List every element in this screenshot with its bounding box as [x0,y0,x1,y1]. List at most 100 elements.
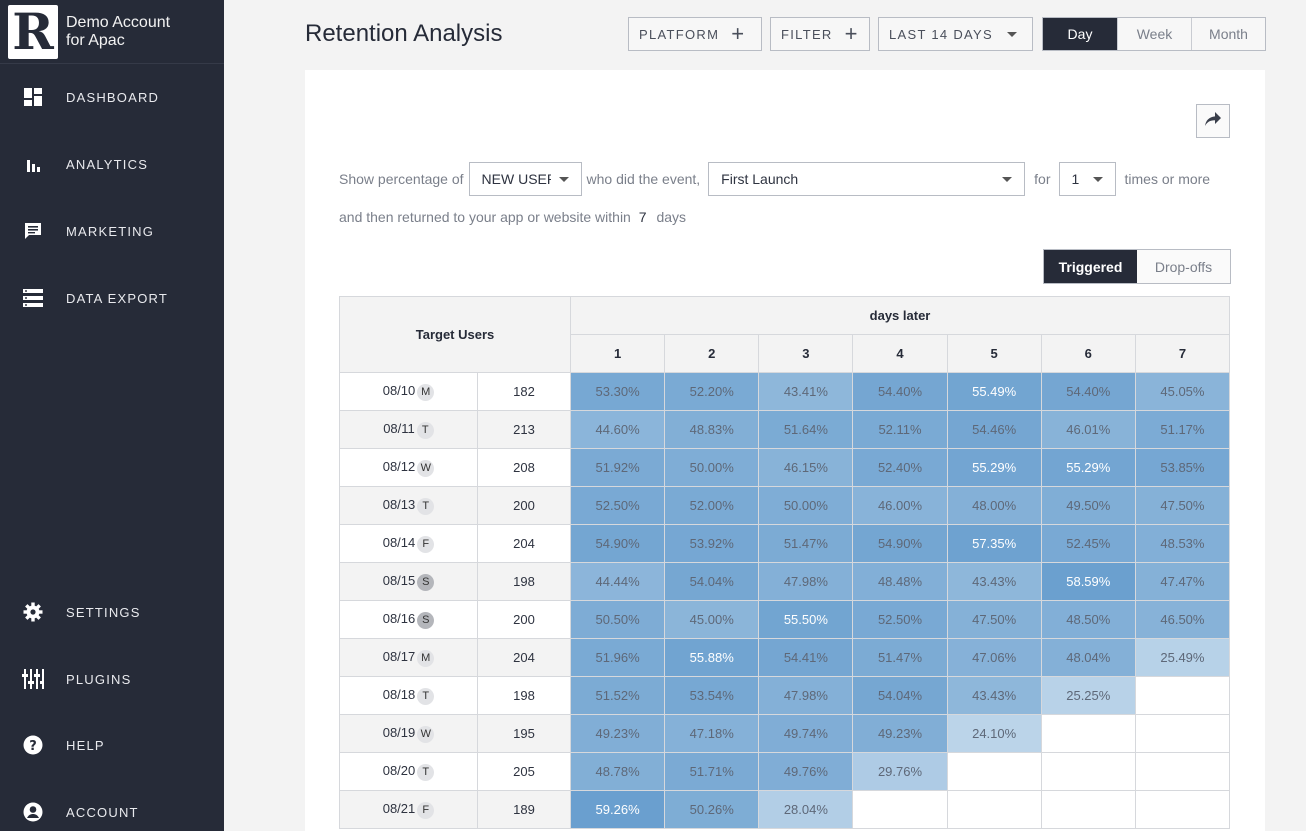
for-label: for [1034,171,1051,187]
database-icon [22,287,44,309]
sidebar-item-label: MARKETING [66,223,155,239]
cohort-user-count: 213 [476,410,572,449]
retention-cell: 43.43% [946,676,1042,715]
day-column-header: 4 [852,334,948,373]
retention-cell: 54.90% [570,524,666,563]
retention-cell: 48.04% [1040,638,1136,677]
cohort-user-count: 205 [476,752,572,791]
table-row: 08/19 W 195 49.23% 47.18% 49.74% 49.23% 24.10% [339,714,1231,753]
retention-cell: 54.04% [852,676,948,715]
share-button[interactable] [1196,104,1230,138]
empty-cell [1040,714,1136,753]
cohort-date: 08/14 [382,534,416,550]
plus-icon: + [731,21,746,46]
user-type-dropdown[interactable]: NEW USER [468,162,582,196]
retention-cell: 48.00% [946,486,1042,525]
cohort-user-count: 208 [476,448,572,487]
times-dropdown[interactable]: 1 [1058,162,1116,196]
days-value[interactable]: 7 [638,209,647,225]
retention-cell: 52.50% [852,600,948,639]
cohort-user-count: 200 [476,486,572,525]
filter-button[interactable]: FILTER + [770,17,870,51]
granularity-day[interactable]: Day [1043,18,1117,50]
cohort-date: 08/10 [382,382,416,398]
sidebar-item-data-export[interactable]: DATA EXPORT [0,278,224,318]
retention-cell: 44.44% [570,562,666,601]
sidebar-item-plugins[interactable]: PLUGINS [0,659,224,699]
granularity-week[interactable]: Week [1117,18,1191,50]
retention-cell: 46.01% [1040,410,1136,449]
dashboard-icon [22,86,44,108]
cohort-date: 08/11 [383,420,415,436]
cohort-date-cell: 08/15 S [339,562,478,601]
dropoffs-tab[interactable]: Drop-offs [1137,250,1230,283]
account-name-line2: for Apac [66,31,125,49]
granularity-month[interactable]: Month [1191,18,1265,50]
svg-text:?: ? [29,739,37,754]
weekday-badge: W [417,459,435,477]
retention-cell: 52.00% [664,486,760,525]
chevron-down-icon [558,176,569,182]
retention-cell: 53.85% [1134,448,1231,487]
retention-cell: 55.29% [946,448,1042,487]
query-row: Show percentage of NEW USER who did the … [339,162,1210,196]
retention-cell: 52.50% [570,486,666,525]
brand-logo: R [8,4,58,59]
sidebar-item-marketing[interactable]: MARKETING [0,211,224,251]
platform-button[interactable]: PLATFORM + [628,17,762,51]
cohort-date-cell: 08/10 M [339,372,478,411]
retention-cell: 54.40% [852,372,948,411]
date-range-dropdown[interactable]: LAST 14 DAYS [878,17,1033,51]
retention-cell: 55.88% [664,638,760,677]
sliders-icon [22,668,44,690]
event-dropdown[interactable]: First Launch [708,162,1026,196]
retention-cell: 43.43% [946,562,1042,601]
cohort-date: 08/20 [382,762,416,778]
sidebar-item-settings[interactable]: SETTINGS [0,592,224,632]
day-column-header: 3 [758,334,854,373]
weekday-badge: T [417,497,435,515]
sidebar-item-analytics[interactable]: ANALYTICS [0,144,224,184]
days-label: days [656,209,687,225]
cohort-user-count: 195 [476,714,572,753]
cohort-user-count: 204 [476,638,572,677]
retention-cell: 49.76% [758,752,854,791]
retention-cell: 44.60% [570,410,666,449]
weekday-badge: W [417,725,435,743]
chevron-down-icon [1002,176,1013,182]
table-row: 08/17 M 204 51.96% 55.88% 54.41% 51.47% 47.06% 4… [339,638,1231,677]
table-row: 08/12 W 208 51.92% 50.00% 46.15% 52.40% 55.29% 5… [339,448,1231,487]
sidebar-item-label: SETTINGS [66,604,141,620]
retention-cell: 55.50% [758,600,854,639]
cohort-user-count: 200 [476,600,572,639]
sidebar-item-account[interactable]: ACCOUNT [0,792,224,831]
weekday-badge: T [417,763,435,781]
triggered-tab[interactable]: Triggered [1044,250,1137,283]
share-icon [1204,111,1222,132]
help-icon: ? [22,734,44,756]
date-range-label: LAST 14 DAYS [889,26,993,42]
retention-cell: 47.98% [758,676,854,715]
retention-cell: 51.47% [852,638,948,677]
retention-cell: 28.04% [758,790,854,829]
table-row: 08/16 S 200 50.50% 45.00% 55.50% 52.50% 47.50% 4… [339,600,1231,639]
retention-cell: 51.47% [758,524,854,563]
cohort-date: 08/16 [382,610,416,626]
filter-label: FILTER [781,26,833,42]
table-row: 08/21 F 189 59.26% 50.26% 28.04% [339,790,1231,829]
empty-cell [1134,676,1231,715]
retention-cell: 45.00% [664,600,760,639]
retention-cell: 53.54% [664,676,760,715]
chat-icon [22,220,44,242]
retention-cell: 54.46% [946,410,1042,449]
sidebar-item-help[interactable]: ? HELP [0,725,224,765]
sidebar-item-label: HELP [66,737,105,753]
weekday-badge: M [417,649,435,667]
sidebar-item-dashboard[interactable]: DASHBOARD [0,77,224,117]
table-row: 08/10 M 182 53.30% 52.20% 43.41% 54.40% 55.49% 5… [339,372,1231,411]
account-brand[interactable]: R Demo Account for Apac [0,0,224,64]
cohort-date-cell: 08/17 M [339,638,478,677]
retention-cell: 51.92% [570,448,666,487]
plus-icon: + [844,21,859,46]
